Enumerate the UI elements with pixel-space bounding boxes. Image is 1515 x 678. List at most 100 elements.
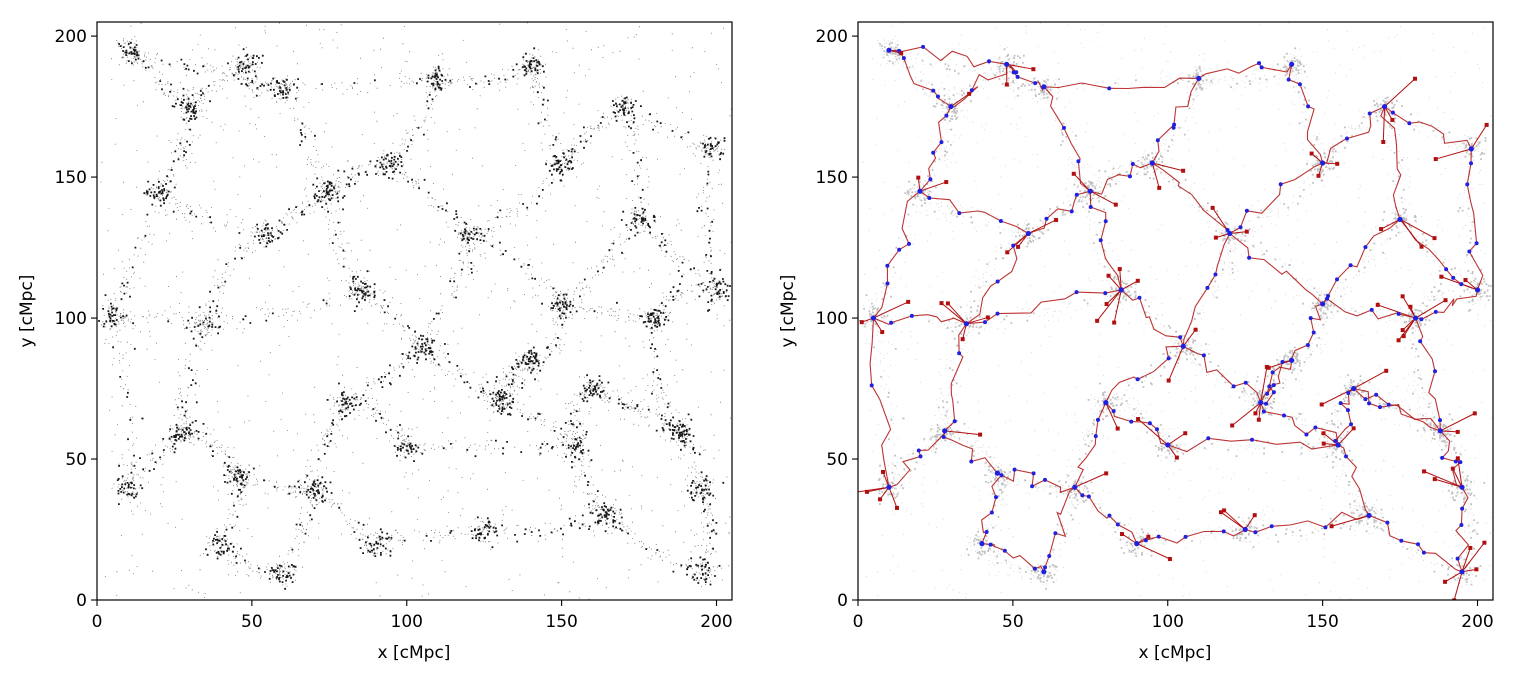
web-node [1289, 357, 1295, 363]
y-tick-label: 0 [76, 591, 87, 611]
y-tick-label: 50 [65, 450, 87, 470]
web-node [1351, 385, 1357, 392]
saddle-point [1326, 293, 1331, 298]
filament-branch [1108, 275, 1122, 291]
filament-endpoint [1384, 368, 1389, 373]
filament-path [1229, 162, 1323, 234]
plot-frame [96, 21, 733, 601]
filament-branch [1402, 317, 1416, 331]
saddle-point [1385, 520, 1390, 525]
web-node [1041, 84, 1047, 90]
saddle-point [1323, 525, 1328, 530]
filament-branch [1435, 148, 1472, 160]
y-tick-label: 150 [816, 168, 848, 188]
filament-branch [1399, 218, 1435, 239]
saddle-point [1304, 432, 1309, 437]
saddle-point [889, 320, 894, 325]
saddle-point [1363, 245, 1368, 250]
saddle-point [1221, 529, 1226, 534]
filament-path [1384, 106, 1472, 150]
filament-endpoint [1112, 320, 1117, 325]
filament-branch [1229, 231, 1247, 234]
saddle-point [1127, 174, 1132, 179]
filament-branch [1167, 432, 1186, 446]
saddle-point [1135, 377, 1140, 382]
filament-endpoint [1439, 274, 1444, 279]
filament-endpoint [1400, 328, 1405, 333]
y-tick-label: 100 [55, 309, 87, 329]
saddle-point [1250, 437, 1255, 442]
filament-endpoint [1484, 122, 1489, 127]
web-node [1087, 188, 1093, 194]
saddle-point [1111, 409, 1116, 414]
saddle-point [1264, 401, 1269, 406]
filament-branch [1323, 432, 1339, 446]
web-node [1118, 287, 1124, 293]
filament-endpoint [1222, 508, 1227, 513]
saddle-point [1247, 255, 1252, 260]
filament-endpoint [1120, 532, 1125, 537]
filament-endpoint [1321, 441, 1326, 446]
filament-branch [1119, 269, 1122, 290]
filament-path [1415, 289, 1479, 320]
saddle-point [1171, 125, 1176, 130]
filament-path [1229, 233, 1323, 305]
filament-endpoint [945, 301, 950, 306]
filament-path [869, 317, 892, 488]
filament-path [1245, 511, 1370, 533]
saddle-point [1080, 493, 1085, 498]
saddle-point [1147, 421, 1152, 426]
filament-path [1260, 402, 1339, 445]
saddle-point [1103, 219, 1108, 224]
saddle-point [1074, 290, 1079, 295]
web-node [1412, 315, 1419, 321]
filament-branch [1182, 329, 1196, 347]
web-node [1437, 428, 1443, 434]
filament-branch [1399, 219, 1422, 247]
x-tick-label: 50 [1002, 612, 1024, 632]
saddle-point [1265, 391, 1270, 396]
saddle-point [1306, 104, 1311, 109]
saddle-point [1244, 208, 1249, 213]
filament-endpoint [967, 91, 972, 96]
saddle-point [969, 459, 974, 464]
filament-branch [947, 303, 967, 325]
saddle-point [907, 241, 912, 246]
y-tick-label: 50 [826, 450, 848, 470]
filament-endpoint [985, 315, 990, 320]
filament-branch [1444, 571, 1463, 583]
saddle-point [1286, 77, 1291, 82]
saddle-point [927, 195, 932, 200]
x-tick-label: 200 [1461, 612, 1493, 632]
filament-endpoint [1104, 301, 1109, 306]
web-node [1025, 230, 1031, 237]
web-node [1289, 61, 1295, 67]
saddle-point [1093, 434, 1098, 439]
filament-endpoint [1433, 157, 1438, 162]
filament-endpoint [1117, 267, 1122, 272]
web-node [1227, 230, 1233, 237]
filament-endpoint [1256, 417, 1261, 422]
x-tick-label: 150 [545, 612, 577, 632]
filament-endpoint [1482, 540, 1487, 545]
x-tick-label: 100 [391, 612, 423, 632]
saddle-point [1095, 417, 1100, 422]
filament-path [981, 543, 1045, 573]
filament-endpoint [1351, 426, 1356, 431]
x-tick-label: 100 [1152, 612, 1184, 632]
web-node [1468, 146, 1474, 152]
saddle-point [1433, 369, 1438, 374]
saddle-point [1130, 162, 1135, 167]
web-node [1381, 103, 1388, 110]
saddle-point [916, 448, 921, 453]
saddle-point [1231, 384, 1236, 389]
filament-endpoint [944, 180, 949, 185]
saddle-point [1042, 477, 1047, 482]
filament-endpoint [1408, 304, 1413, 309]
web-node [1004, 61, 1010, 67]
saddle-point [1259, 65, 1264, 70]
saddle-point [1044, 216, 1049, 221]
filament-endpoint [906, 299, 911, 304]
filament-branch [1403, 317, 1416, 337]
saddle-point [1107, 86, 1112, 91]
